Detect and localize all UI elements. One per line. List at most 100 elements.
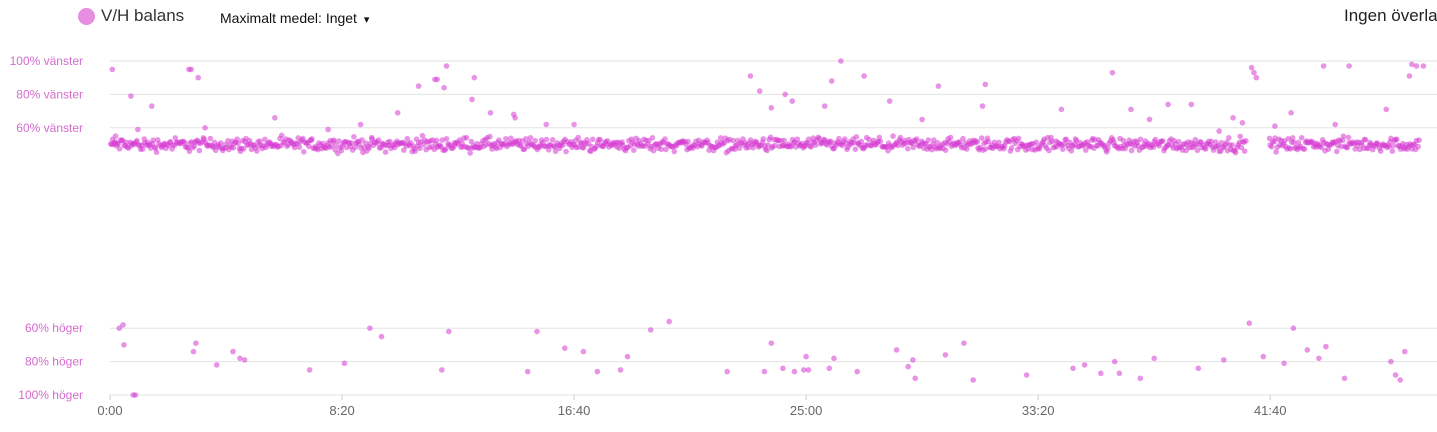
data-point (467, 150, 474, 156)
data-point (366, 145, 373, 151)
data-point (1397, 377, 1403, 383)
data-point (812, 142, 819, 148)
data-point (1304, 347, 1311, 353)
data-point (549, 137, 556, 143)
data-point (487, 110, 494, 116)
data-point (575, 134, 581, 141)
data-point (791, 368, 798, 375)
y-tick-label: 60% vänster (16, 121, 83, 135)
data-point (543, 121, 549, 128)
data-point (1394, 136, 1400, 143)
data-point (747, 137, 754, 143)
data-point (1415, 143, 1421, 150)
data-point (225, 138, 231, 144)
data-point (1389, 148, 1396, 154)
data-point (1230, 115, 1236, 121)
data-point (213, 362, 220, 368)
data-point (1008, 145, 1015, 151)
data-point (1298, 135, 1305, 141)
data-point (736, 145, 743, 151)
data-point (730, 137, 736, 144)
data-point (341, 360, 348, 367)
data-point (463, 134, 470, 141)
data-point (1081, 362, 1088, 368)
data-point (571, 121, 577, 128)
data-point (132, 392, 139, 398)
legend[interactable]: V/H balans (78, 6, 184, 26)
max-average-dropdown[interactable]: Maximalt medel: Inget ▾ (220, 10, 369, 26)
data-point (325, 126, 331, 133)
data-point (111, 140, 118, 146)
data-point (1137, 375, 1144, 382)
y-tick-label: 100% vänster (10, 54, 83, 68)
data-point (594, 368, 601, 375)
data-point (724, 368, 730, 375)
data-point (190, 348, 197, 355)
data-point (1416, 137, 1422, 143)
data-point (439, 137, 446, 143)
data-point (982, 81, 989, 88)
data-point (756, 88, 763, 94)
max-average-value: Inget (325, 10, 357, 26)
data-point (970, 377, 976, 383)
data-point (662, 136, 668, 142)
data-point (913, 136, 920, 142)
data-point (375, 137, 382, 143)
data-point (351, 134, 357, 140)
data-point (237, 355, 243, 362)
data-point (1109, 69, 1116, 76)
data-point (1023, 372, 1030, 378)
data-point (961, 340, 967, 347)
data-point (202, 125, 208, 131)
data-point (331, 137, 337, 143)
data-point (1232, 149, 1239, 156)
data-point (772, 142, 778, 149)
data-point (195, 74, 201, 81)
data-point (121, 342, 127, 348)
data-point (978, 135, 985, 141)
data-point (1251, 69, 1257, 76)
data-point (890, 133, 896, 139)
data-point (468, 138, 475, 145)
data-point (617, 367, 624, 373)
data-point (910, 357, 916, 363)
data-point (230, 348, 236, 355)
data-point (1268, 144, 1275, 150)
data-point (631, 147, 637, 153)
data-point (1341, 375, 1348, 382)
data-point (333, 142, 340, 148)
data-point (805, 136, 812, 142)
data-point (647, 327, 654, 333)
overlay-selector[interactable]: Ingen överla (1344, 6, 1437, 25)
data-point (1301, 146, 1308, 152)
data-point (1420, 63, 1427, 69)
data-point (685, 138, 691, 145)
data-point (1015, 135, 1022, 142)
legend-dot-icon (78, 7, 95, 25)
data-point (532, 137, 538, 144)
data-point (985, 138, 992, 145)
data-point (1152, 136, 1159, 143)
data-point (854, 368, 860, 375)
data-point (1237, 133, 1243, 140)
data-point (1406, 73, 1413, 79)
data-point (443, 136, 450, 142)
data-point (1241, 148, 1248, 154)
data-point (1392, 372, 1399, 378)
chevron-down-icon: ▾ (363, 14, 370, 26)
data-point (893, 347, 900, 353)
data-point (1273, 149, 1279, 155)
data-point (853, 134, 860, 140)
data-point (788, 143, 794, 150)
data-point (935, 83, 942, 89)
data-point (1105, 145, 1111, 151)
data-point (262, 136, 268, 143)
data-point (394, 110, 401, 116)
data-point (1060, 146, 1066, 152)
x-tick-label: 33:20 (1022, 403, 1055, 418)
data-point (836, 135, 842, 142)
data-point (649, 135, 656, 141)
data-point (942, 352, 949, 358)
data-point (240, 146, 247, 152)
